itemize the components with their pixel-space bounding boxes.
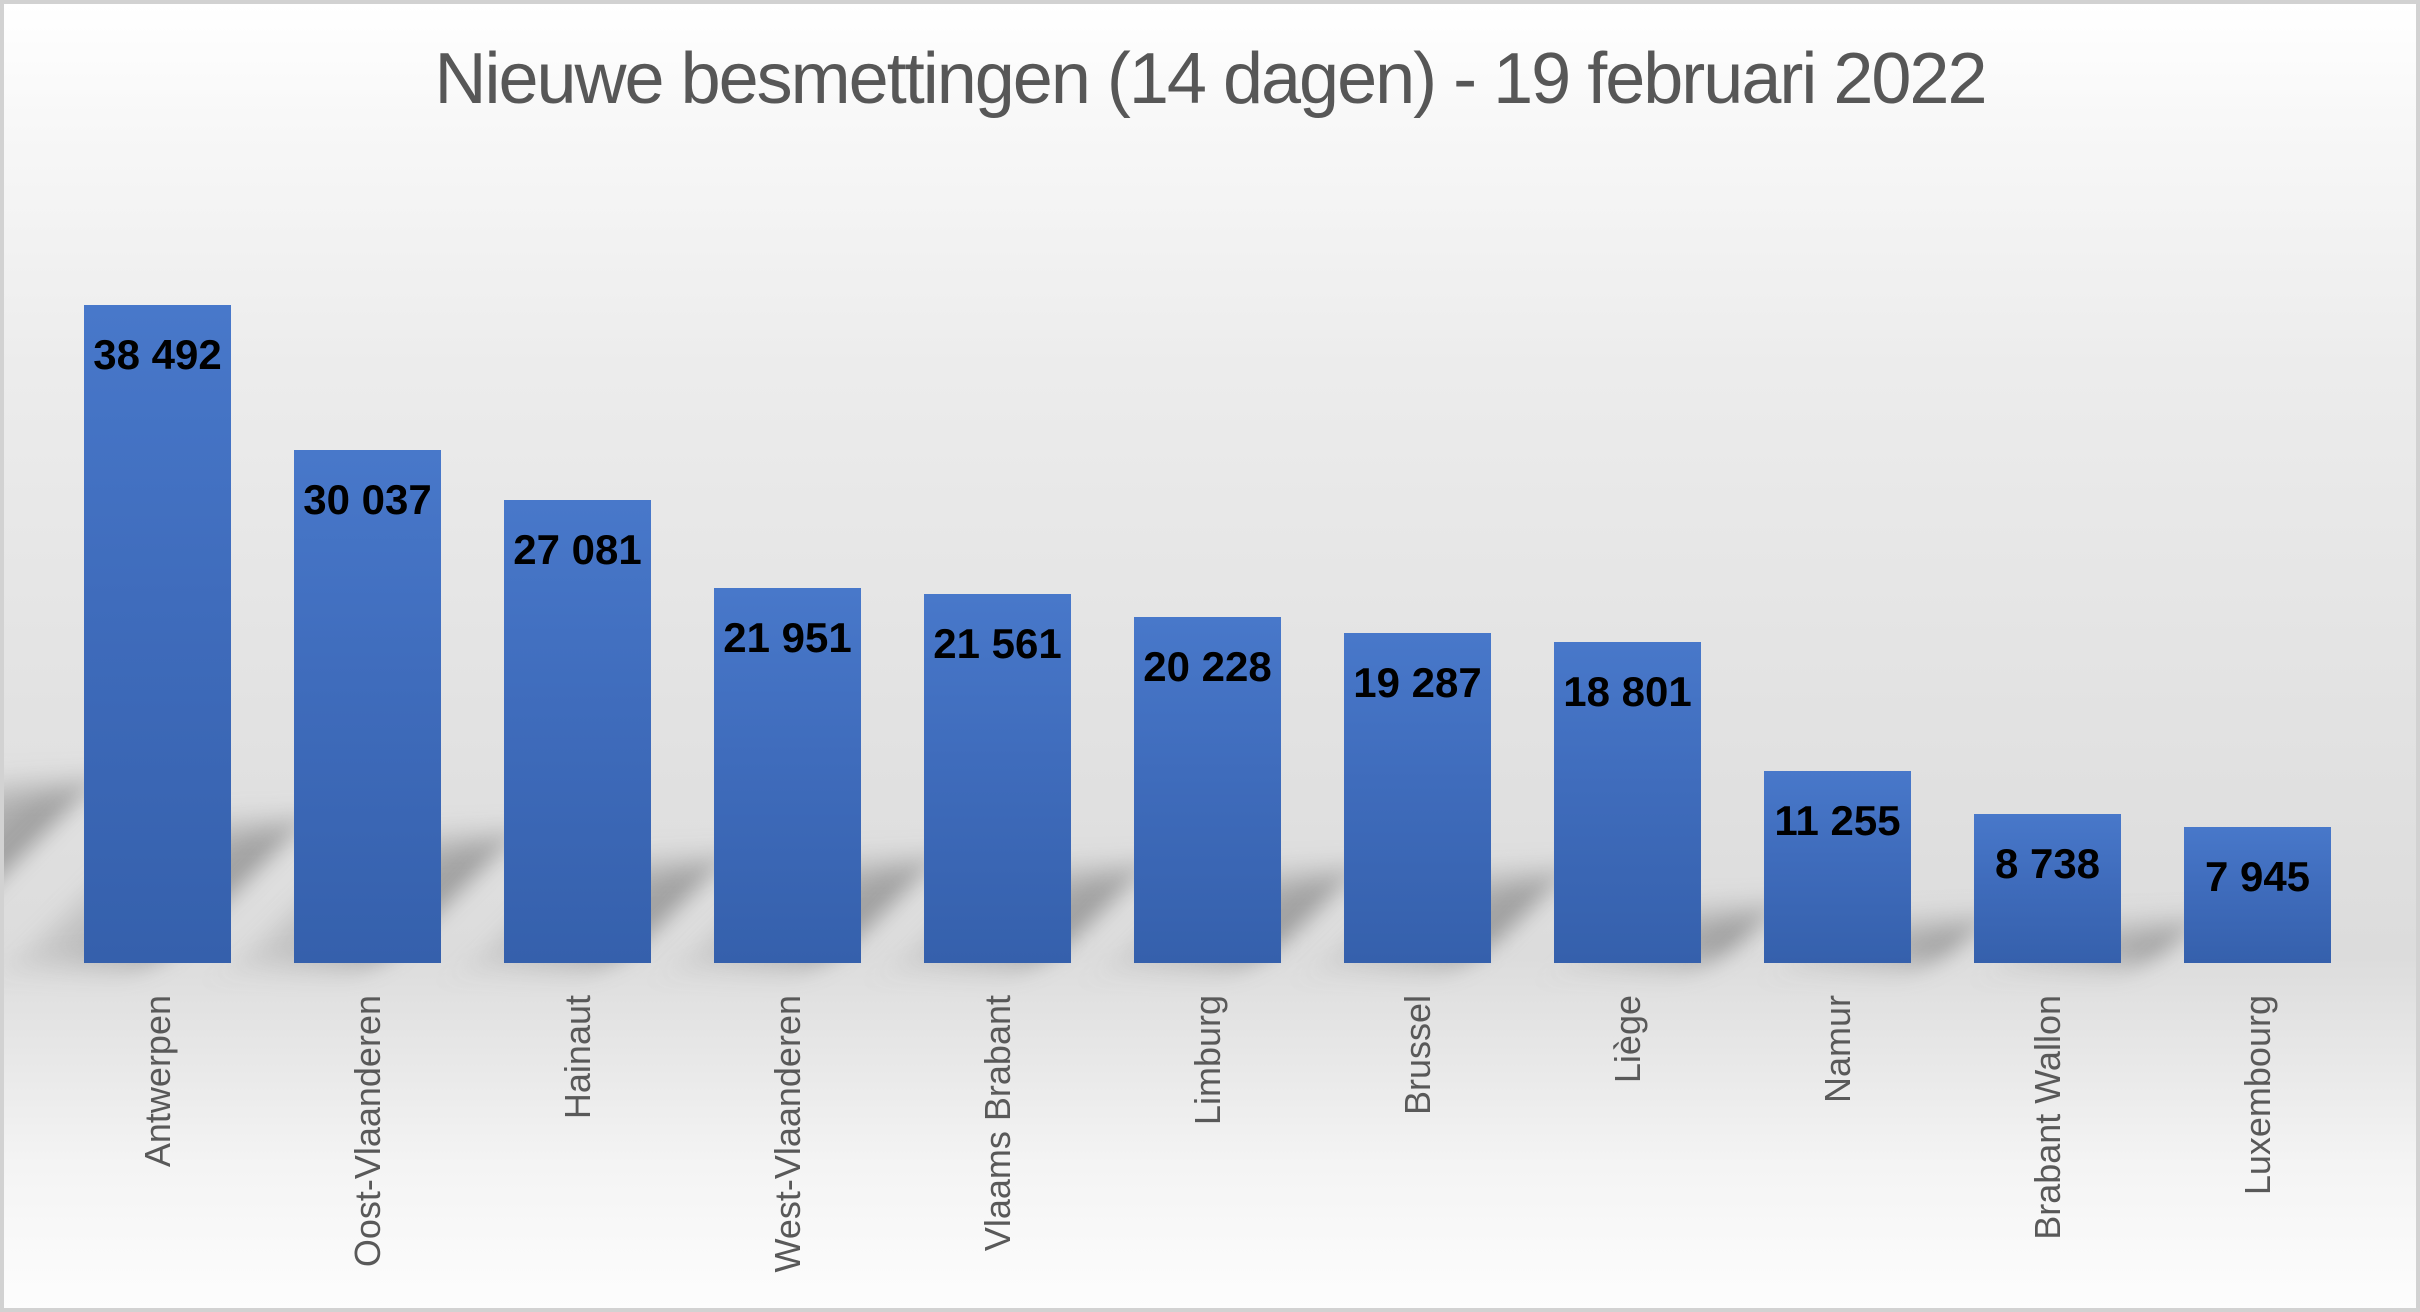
category-slot-west-vlaanderen: West-Vlaanderen <box>714 995 861 1273</box>
bar-li-ge: 18 801 <box>1554 642 1701 963</box>
category-label: Liège <box>1606 995 1648 1084</box>
bars-layer: 38 492 30 037 27 081 21 951 21 561 20 228 19 2… <box>4 4 2416 1308</box>
bar-brussel: 19 287 <box>1344 633 1491 963</box>
bar-limburg: 20 228 <box>1134 617 1281 963</box>
bar-value-label: 20 228 <box>1143 643 1272 690</box>
bar-value-label: 27 081 <box>513 526 642 573</box>
category-label: West-Vlaanderen <box>766 995 808 1273</box>
category-label: Luxembourg <box>2236 995 2278 1196</box>
category-slot-luxembourg: Luxembourg <box>2184 995 2331 1195</box>
category-label: Limburg <box>1186 995 1228 1126</box>
category-label: Hainaut <box>556 995 598 1120</box>
category-label: Namur <box>1816 995 1858 1104</box>
bar-value-label: 21 951 <box>723 614 852 661</box>
bar-namur: 11 255 <box>1764 771 1911 963</box>
bar-value-label: 21 561 <box>933 620 1062 667</box>
bar-luxembourg: 7 945 <box>2184 827 2331 963</box>
bar-value-label: 19 287 <box>1353 659 1482 706</box>
category-slot-li-ge: Liège <box>1554 995 1701 1083</box>
chart-title: Nieuwe besmettingen (14 dagen) - 19 febr… <box>434 39 1987 119</box>
category-label: Antwerpen <box>136 995 178 1168</box>
category-slot-namur: Namur <box>1764 995 1911 1103</box>
bar-value-label: 18 801 <box>1563 668 1692 715</box>
bar-oost-vlaanderen: 30 037 <box>294 450 441 963</box>
bar-hainaut: 27 081 <box>504 500 651 963</box>
category-label: Oost-Vlaanderen <box>346 995 388 1268</box>
category-slot-hainaut: Hainaut <box>504 995 651 1119</box>
category-slot-oost-vlaanderen: Oost-Vlaanderen <box>294 995 441 1267</box>
bar-west-vlaanderen: 21 951 <box>714 588 861 963</box>
category-slot-antwerpen: Antwerpen <box>84 995 231 1167</box>
plot-area: 38 492 30 037 27 081 21 951 21 561 20 228 19 2… <box>4 4 2416 1308</box>
category-label: Brabant Wallon <box>2026 995 2068 1240</box>
category-label: Brussel <box>1396 995 1438 1116</box>
bar-value-label: 8 738 <box>1994 840 2101 887</box>
category-slot-brabant-wallon: Brabant Wallon <box>1974 995 2121 1240</box>
category-slot-brussel: Brussel <box>1344 995 1491 1115</box>
bar-vlaams-brabant: 21 561 <box>924 594 1071 963</box>
bar-value-label: 38 492 <box>93 331 222 378</box>
bar-value-label: 30 037 <box>303 476 432 523</box>
bar-value-label: 7 945 <box>2204 853 2311 900</box>
bar-value-label: 11 255 <box>1774 797 1901 844</box>
bar-brabant-wallon: 8 738 <box>1974 814 2121 963</box>
bar-antwerpen: 38 492 <box>84 305 231 963</box>
category-slot-vlaams-brabant: Vlaams Brabant <box>924 995 1071 1251</box>
x-axis-labels-layer: Antwerpen Oost-Vlaanderen Hainaut West-Vlaa… <box>4 4 2416 1308</box>
category-slot-limburg: Limburg <box>1134 995 1281 1125</box>
category-label: Vlaams Brabant <box>976 995 1018 1252</box>
